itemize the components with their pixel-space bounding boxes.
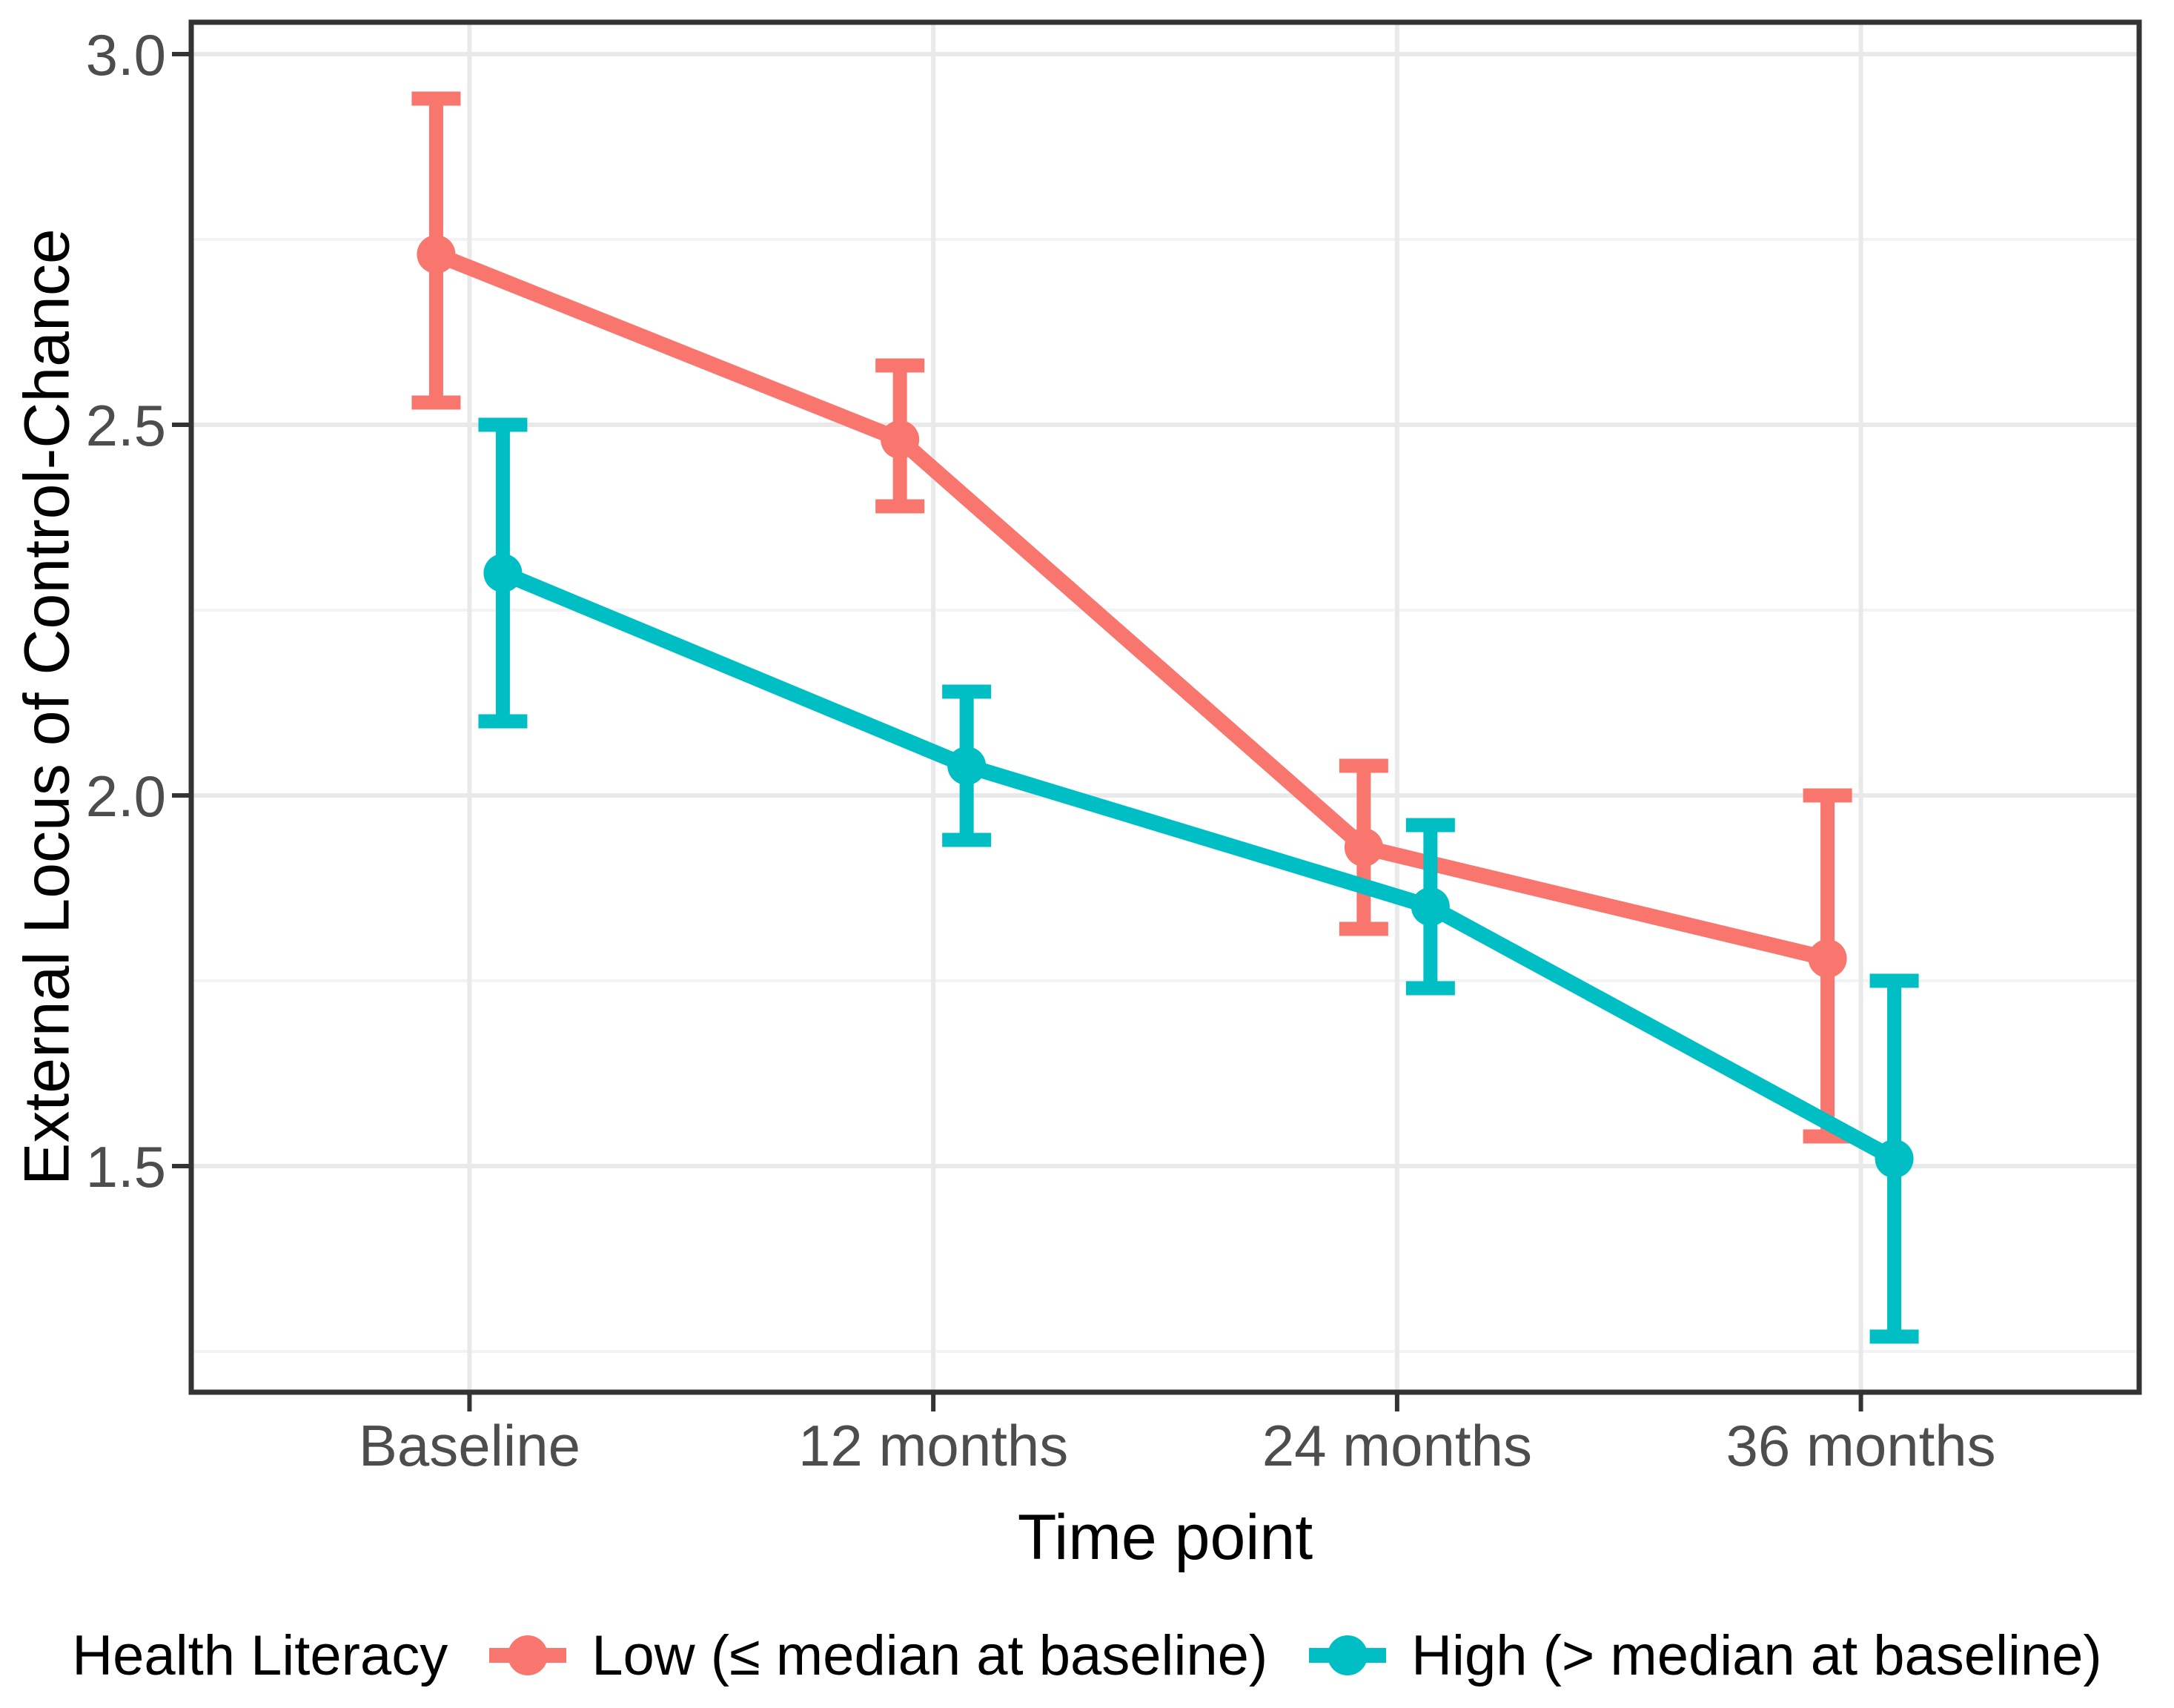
x-tick-label: 36 months — [1726, 1413, 1995, 1478]
pointrange-key-icon — [489, 1635, 567, 1675]
legend-entry-high: High (> median at baseline) — [1306, 1623, 2102, 1688]
series-line-0 — [433, 247, 1830, 967]
x-axis-title: Time point — [1017, 1501, 1313, 1573]
panel-border — [188, 19, 2142, 1395]
legend: Health Literacy Low (≤ median at baselin… — [0, 1603, 2174, 1708]
data-point — [1808, 939, 1847, 978]
y-tick-label: 2.5 — [86, 393, 166, 458]
y-axis-title: External Locus of Control-Chance — [11, 228, 83, 1186]
panel-background — [191, 22, 2139, 1392]
data-point — [947, 747, 987, 785]
x-tick-label: Baseline — [359, 1413, 580, 1478]
legend-label-low: Low (≤ median at baseline) — [591, 1623, 1268, 1687]
legend-label-high: High (> median at baseline) — [1411, 1623, 2102, 1687]
data-point — [1875, 1139, 1914, 1178]
y-tick-label: 2.0 — [86, 764, 166, 829]
data-point — [1411, 887, 1450, 926]
pointrange-key-icon — [1309, 1635, 1387, 1675]
data-point — [483, 554, 523, 592]
y-tick-label: 1.5 — [86, 1134, 166, 1199]
chart-plot: 1.5 2.0 2.5 3.0 Baseline 12 months 24 months 36… — [86, 19, 2142, 1478]
data-point — [881, 420, 920, 459]
y-tick-label: 3.0 — [86, 22, 166, 87]
legend-entry-low: Low (≤ median at baseline) — [486, 1623, 1267, 1688]
data-point — [417, 235, 456, 274]
data-point — [1344, 828, 1383, 867]
x-tick-label: 24 months — [1262, 1413, 1532, 1478]
x-tick-label: 12 months — [798, 1413, 1068, 1478]
legend-title: Health Literacy — [72, 1623, 448, 1687]
series-line-1 — [500, 566, 1898, 1166]
